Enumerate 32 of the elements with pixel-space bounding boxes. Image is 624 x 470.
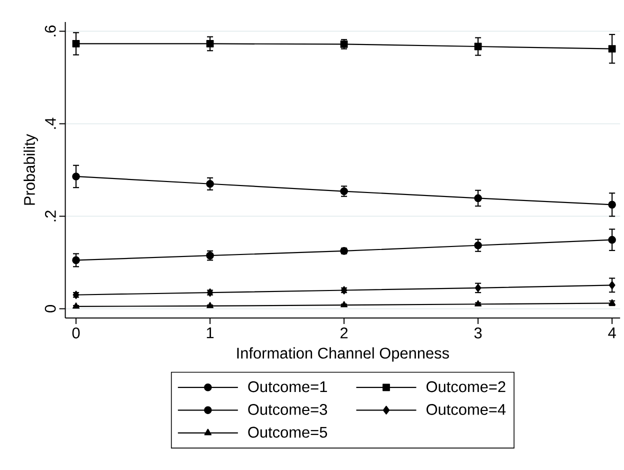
point — [206, 180, 214, 188]
point — [608, 45, 616, 53]
point — [206, 40, 214, 48]
y-tick-label: .4 — [45, 118, 56, 129]
point — [474, 241, 482, 250]
y-tick-label: .6 — [44, 25, 56, 36]
x-tick-label: 2 — [340, 328, 348, 338]
x-tick-label: 1 — [206, 328, 214, 338]
point — [72, 172, 80, 180]
legend-label: Outcome=3 — [248, 404, 328, 415]
point — [72, 40, 80, 48]
point — [72, 302, 80, 309]
legend-label: Outcome=1 — [248, 381, 327, 392]
point — [608, 236, 616, 244]
x-tick-label: 4 — [608, 328, 616, 338]
legend-label: Outcome=5 — [248, 426, 328, 438]
x-axis-title: Information Channel Openness — [237, 347, 449, 362]
y-axis-title: Probability — [24, 134, 38, 205]
point — [608, 280, 616, 290]
x-tick-label: 0 — [72, 328, 80, 338]
point — [340, 301, 348, 308]
point — [474, 194, 482, 202]
point — [72, 256, 80, 264]
legend-label: Outcome=2 — [426, 381, 506, 392]
point — [474, 42, 482, 50]
y-tick-label: 0 — [44, 305, 56, 312]
x-tick-label: 3 — [474, 328, 482, 338]
legend-label: Outcome=4 — [426, 404, 506, 415]
point — [206, 302, 214, 308]
point — [474, 300, 482, 306]
y-tick-label: .2 — [45, 210, 56, 222]
point — [608, 200, 616, 209]
